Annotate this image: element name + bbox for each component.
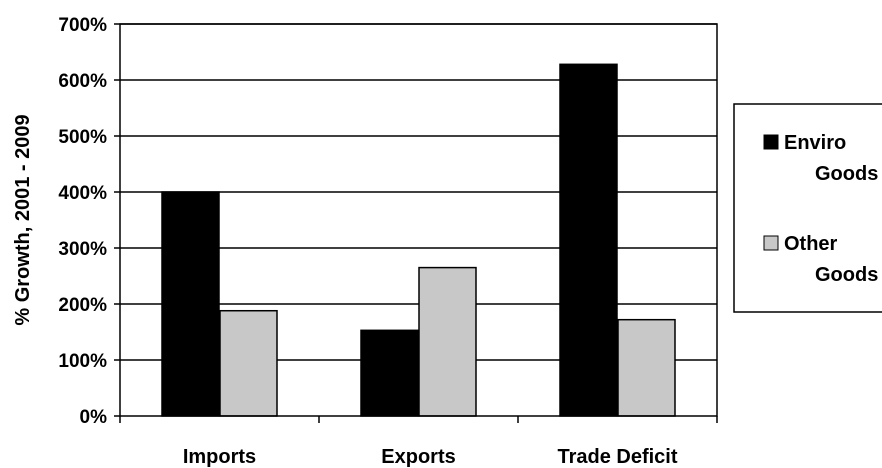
y-tick-label: 300% [58,239,107,260]
bar-other-trade-deficit [617,318,676,417]
y-axis-label: % Growth, 2001 - 2009 [12,114,34,325]
legend-swatch-other [763,235,779,251]
y-tick-label: 0% [80,407,108,428]
y-axis: 0% 100% 200% 300% 400% 500% 600% 700% [58,15,120,428]
legend: Enviro Goods Other Goods [733,103,882,313]
legend-label-enviro-line1: Enviro [784,132,846,154]
x-category-label: Imports [183,446,256,468]
legend-box [733,103,882,313]
legend-label-enviro-line2: Goods [815,163,878,185]
bar-enviro-trade-deficit [559,63,618,417]
x-category-label: Trade Deficit [557,446,677,468]
y-tick-label: 600% [58,71,107,92]
legend-swatch-enviro [763,134,779,150]
y-tick-label: 500% [58,127,107,148]
bar-enviro-imports [161,191,220,417]
bars [161,63,676,417]
x-axis: Imports Exports Trade Deficit [119,416,718,468]
bar-enviro-exports [360,329,419,417]
bar-other-exports [418,266,477,417]
y-tick-label: 700% [58,15,107,36]
y-tick-label: 100% [58,351,107,372]
legend-label-other-line2: Goods [815,264,878,286]
bar-other-imports [219,309,278,417]
plot-area-frame [119,23,718,417]
y-tick-label: 400% [58,183,107,204]
x-category-label: Exports [381,446,455,468]
y-tick-label: 200% [58,295,107,316]
legend-label-other-line1: Other [784,233,838,255]
